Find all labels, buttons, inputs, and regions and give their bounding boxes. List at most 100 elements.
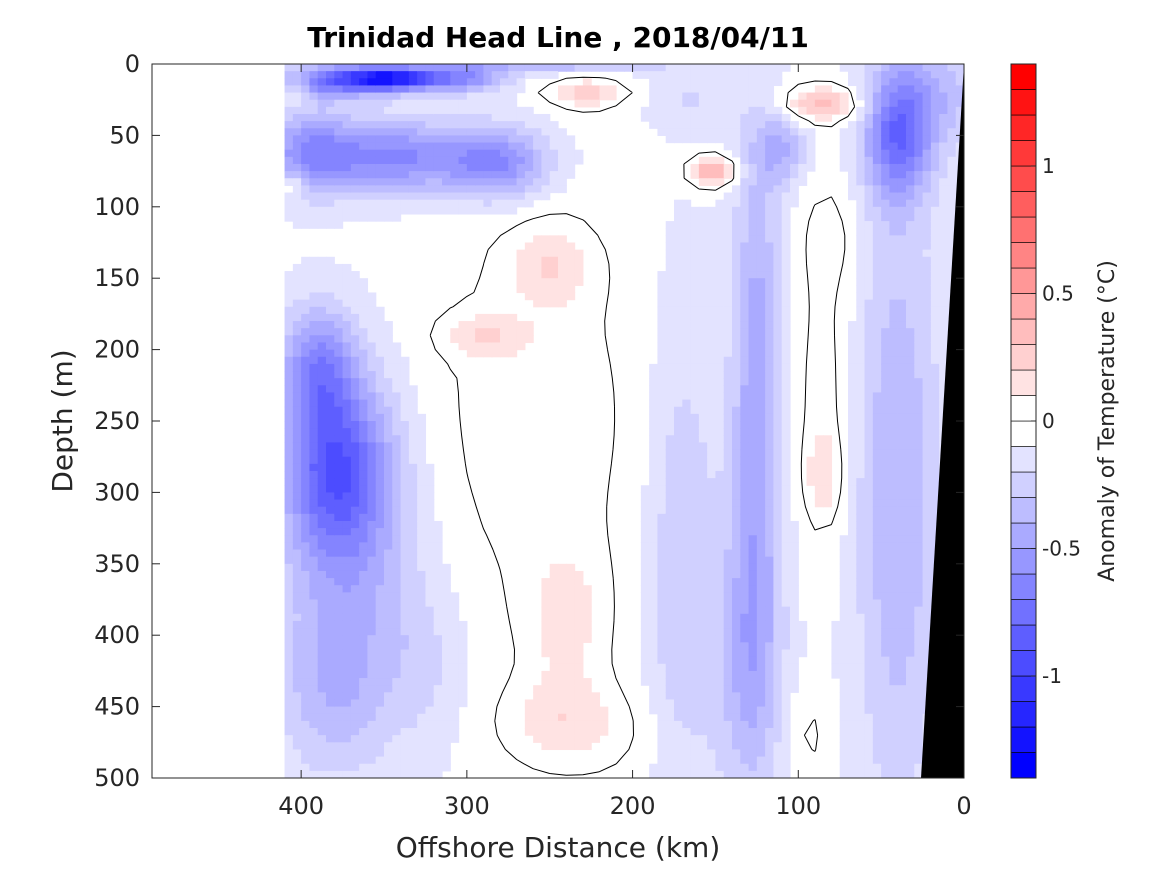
heatmap-cell xyxy=(417,635,427,643)
heatmap-cell xyxy=(748,156,758,165)
heatmap-cell xyxy=(765,678,775,686)
heatmap-cell xyxy=(889,563,899,572)
heatmap-cell xyxy=(864,142,874,151)
heatmap-cell xyxy=(400,413,410,422)
heatmap-cell xyxy=(433,649,443,658)
heatmap-cell xyxy=(301,599,311,608)
heatmap-cell xyxy=(848,670,857,679)
heatmap-cell xyxy=(906,71,915,79)
heatmap-cell xyxy=(367,749,377,758)
heatmap-cell xyxy=(881,292,891,301)
heatmap-cell xyxy=(433,635,443,643)
heatmap-cell xyxy=(690,64,700,72)
heatmap-cell xyxy=(284,463,294,472)
heatmap-cell xyxy=(690,613,700,622)
heatmap-cell xyxy=(342,456,352,465)
heatmap-cell xyxy=(649,599,659,608)
heatmap-cell xyxy=(848,363,857,372)
heatmap-cell xyxy=(707,542,717,551)
heatmap-cell xyxy=(359,663,369,672)
heatmap-cell xyxy=(292,749,302,758)
heatmap-cell xyxy=(367,156,377,165)
heatmap-cell xyxy=(326,728,335,736)
heatmap-cell xyxy=(442,642,451,651)
heatmap-cell xyxy=(856,542,866,551)
heatmap-cell xyxy=(765,649,775,658)
heatmap-cell xyxy=(740,221,750,229)
heatmap-cell xyxy=(889,642,899,651)
heatmap-cell xyxy=(350,421,360,429)
heatmap-cell xyxy=(408,599,418,608)
heatmap-cell xyxy=(342,421,352,429)
heatmap-cell xyxy=(367,649,377,658)
heatmap-cell xyxy=(591,720,601,729)
heatmap-cell xyxy=(392,692,402,701)
heatmap-cell xyxy=(342,142,352,151)
heatmap-cell xyxy=(342,435,352,444)
heatmap-cell xyxy=(707,649,717,658)
heatmap-cell xyxy=(897,113,907,122)
heatmap-cell xyxy=(682,470,692,479)
heatmap-cell xyxy=(400,92,410,101)
heatmap-cell xyxy=(740,506,750,515)
heatmap-cell xyxy=(881,135,891,144)
heatmap-cell xyxy=(516,285,526,294)
heatmap-cell xyxy=(906,635,915,643)
heatmap-cell xyxy=(309,399,319,408)
heatmap-cell xyxy=(558,670,567,679)
heatmap-cell xyxy=(748,470,758,479)
heatmap-cell xyxy=(433,556,443,565)
heatmap-cell xyxy=(334,113,344,122)
heatmap-cell xyxy=(326,428,335,436)
heatmap-cell xyxy=(417,528,427,536)
heatmap-cell xyxy=(342,85,352,94)
heatmap-cell xyxy=(425,520,435,529)
heatmap-cell xyxy=(790,585,799,593)
heatmap-cell xyxy=(433,735,443,743)
heatmap-cell xyxy=(914,720,924,729)
heatmap-cell xyxy=(317,192,327,201)
heatmap-cell xyxy=(657,85,667,94)
heatmap-cell xyxy=(756,613,766,622)
heatmap-cell xyxy=(889,485,899,493)
heatmap-cell xyxy=(864,385,874,394)
heatmap-cell xyxy=(524,163,534,172)
heatmap-cell xyxy=(309,628,319,636)
heatmap-cell xyxy=(384,199,393,208)
heatmap-cell xyxy=(682,378,692,386)
heatmap-cell xyxy=(906,321,915,329)
heatmap-cell xyxy=(765,113,775,122)
heatmap-cell xyxy=(342,649,352,658)
heatmap-cell xyxy=(707,171,717,179)
heatmap-cell xyxy=(384,685,393,693)
heatmap-cell xyxy=(773,442,783,451)
heatmap-cell xyxy=(856,620,866,629)
heatmap-cell xyxy=(906,192,915,201)
heatmap-cell xyxy=(707,399,717,408)
heatmap-cell xyxy=(350,592,360,601)
heatmap-cell xyxy=(740,463,750,472)
heatmap-cell xyxy=(574,271,584,279)
heatmap-cell xyxy=(707,292,717,301)
heatmap-cell xyxy=(326,763,335,772)
heatmap-cell xyxy=(359,735,369,743)
heatmap-cell xyxy=(384,349,393,358)
heatmap-cell xyxy=(649,528,659,536)
heatmap-cell xyxy=(856,378,866,386)
heatmap-cell xyxy=(292,285,302,294)
heatmap-cell xyxy=(698,378,708,386)
heatmap-cell xyxy=(922,64,932,72)
heatmap-cell xyxy=(906,442,915,451)
heatmap-cell xyxy=(715,649,725,658)
heatmap-cell xyxy=(317,599,327,608)
heatmap-cell xyxy=(790,613,799,622)
heatmap-cell xyxy=(823,456,833,465)
heatmap-cell xyxy=(897,656,907,665)
heatmap-cell xyxy=(906,78,915,87)
heatmap-cell xyxy=(442,135,451,144)
heatmap-cell xyxy=(674,121,683,129)
heatmap-cell xyxy=(748,64,758,72)
heatmap-cell xyxy=(715,406,725,415)
heatmap-cell xyxy=(922,421,932,429)
heatmap-cell xyxy=(367,128,377,136)
